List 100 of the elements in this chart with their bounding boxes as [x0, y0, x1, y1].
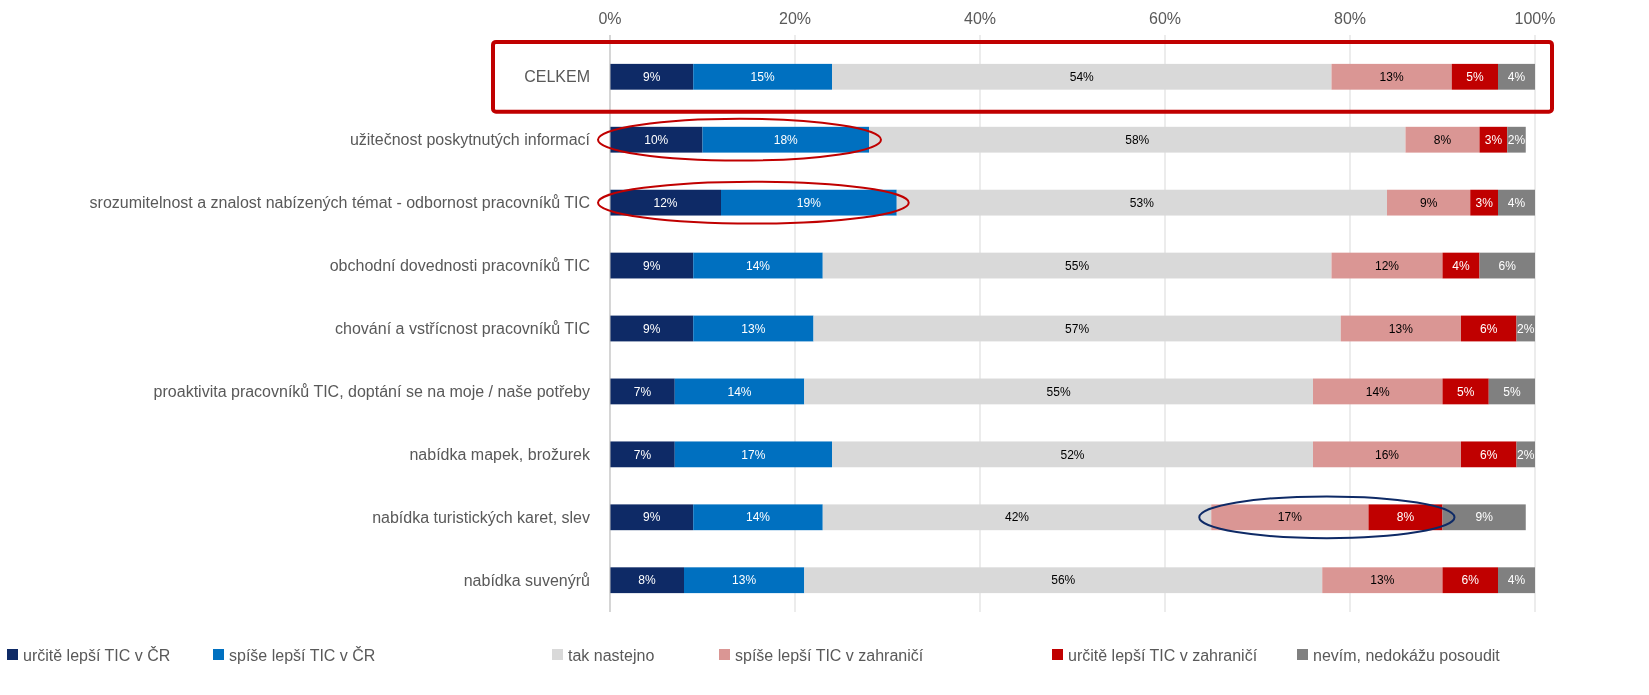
bar	[610, 189, 721, 216]
bar	[1442, 504, 1526, 531]
x-tick-label: 80%	[1333, 10, 1367, 27]
data-label: 2%	[1507, 132, 1526, 147]
data-label: 55%	[1065, 258, 1090, 273]
bar	[610, 63, 694, 90]
data-label: 13%	[1388, 321, 1414, 336]
y-tick-label: chování a vstřícnost pracovníků TIC	[335, 320, 590, 338]
bar	[693, 252, 823, 279]
data-label: 9%	[1475, 510, 1494, 525]
data-label: 52%	[1060, 447, 1085, 462]
data-label: 2%	[1517, 321, 1535, 336]
data-label: 5%	[1466, 69, 1484, 84]
data-label: 9%	[1419, 195, 1438, 210]
bar	[1461, 441, 1517, 468]
bar	[702, 126, 869, 153]
bar	[674, 441, 832, 468]
data-label: 3%	[1484, 132, 1503, 147]
data-label: 6%	[1480, 447, 1498, 462]
data-label: 14%	[1365, 384, 1391, 399]
data-label: 19%	[796, 195, 822, 210]
x-tick-label: 60%	[1148, 10, 1182, 27]
data-label: 17%	[741, 447, 766, 462]
legend-label: určitě lepší TIC v ČR	[23, 645, 171, 664]
data-label: 13%	[1379, 69, 1404, 84]
bar	[1442, 567, 1498, 594]
bar	[1498, 567, 1535, 594]
y-tick-label: proaktivita pracovníků TIC, doptání se na moje / naše potřeby	[153, 383, 590, 401]
data-label: 12%	[653, 195, 678, 210]
data-label: 8%	[1396, 510, 1415, 525]
bar	[1322, 567, 1443, 594]
bar	[721, 189, 897, 216]
bar	[610, 315, 694, 342]
bar	[1451, 63, 1498, 90]
data-label: 7%	[633, 447, 652, 462]
data-label: 6%	[1461, 573, 1480, 588]
y-tick-label: srozumitelnost a znalost nabízených témat - odbornost pracovníků TIC	[89, 194, 590, 212]
data-label: 58%	[1125, 132, 1150, 147]
data-label: 5%	[1503, 384, 1521, 399]
data-label: 3%	[1475, 195, 1494, 210]
data-label: 2%	[1517, 447, 1535, 462]
data-label: 13%	[741, 321, 766, 336]
bar	[693, 504, 823, 531]
data-label: 53%	[1129, 195, 1155, 210]
y-tick-label: užitečnost poskytnutých informací	[349, 131, 591, 149]
data-label: 18%	[773, 132, 799, 147]
legend-label: určitě lepší TIC v zahraničí	[1068, 646, 1258, 664]
data-label: 10%	[644, 132, 669, 147]
data-label: 8%	[1433, 132, 1452, 147]
data-label: 56%	[1051, 573, 1076, 588]
data-label: 13%	[1370, 573, 1395, 588]
data-label: 13%	[732, 573, 757, 588]
data-label: 17%	[1277, 510, 1303, 525]
data-label: 6%	[1498, 258, 1517, 273]
bar	[610, 504, 694, 531]
x-tick-label: 100%	[1514, 10, 1556, 27]
bar	[1313, 378, 1443, 405]
y-tick-label: nabídka turistických karet, slev	[372, 508, 590, 526]
data-label: 54%	[1069, 69, 1095, 84]
bar	[610, 252, 694, 279]
data-label: 55%	[1046, 384, 1071, 399]
data-label: 4%	[1507, 195, 1526, 210]
legend-label: tak nastejno	[568, 646, 655, 664]
bar	[1498, 63, 1535, 90]
bar	[610, 567, 684, 594]
data-label: 42%	[1004, 510, 1030, 525]
bar	[1368, 504, 1443, 531]
bar	[684, 567, 805, 594]
bar	[1461, 315, 1517, 342]
bar	[610, 126, 703, 153]
data-label: 9%	[642, 258, 661, 273]
data-label: 4%	[1507, 573, 1526, 588]
data-label: 5%	[1456, 384, 1475, 399]
x-tick-label: 0%	[598, 10, 622, 27]
data-label: 12%	[1374, 258, 1400, 273]
data-label: 9%	[642, 321, 661, 336]
bar	[674, 378, 805, 405]
legend-label: nevím, nedokážu posoudit	[1313, 646, 1501, 664]
x-tick-label: 20%	[778, 10, 812, 27]
data-label: 9%	[642, 510, 661, 525]
bar	[693, 315, 814, 342]
data-label: 16%	[1374, 447, 1400, 462]
bar	[1331, 63, 1452, 90]
y-tick-label: nabídka suvenýrů	[463, 571, 590, 589]
data-label: 4%	[1507, 69, 1526, 84]
bar	[1405, 126, 1480, 153]
data-label: 14%	[745, 258, 771, 273]
data-label: 7%	[633, 384, 652, 399]
bar	[693, 63, 832, 90]
data-label: 4%	[1452, 258, 1470, 273]
legend-label: spíše lepší TIC v zahraničí	[735, 646, 924, 664]
data-label: 8%	[638, 573, 656, 588]
bar	[1387, 189, 1471, 216]
data-label: 6%	[1480, 321, 1498, 336]
y-tick-label: CELKEM	[524, 68, 590, 86]
data-label: 14%	[727, 384, 752, 399]
bar	[1340, 315, 1461, 342]
bar	[610, 441, 675, 468]
data-label: 15%	[750, 69, 775, 84]
data-label: 9%	[642, 69, 661, 84]
